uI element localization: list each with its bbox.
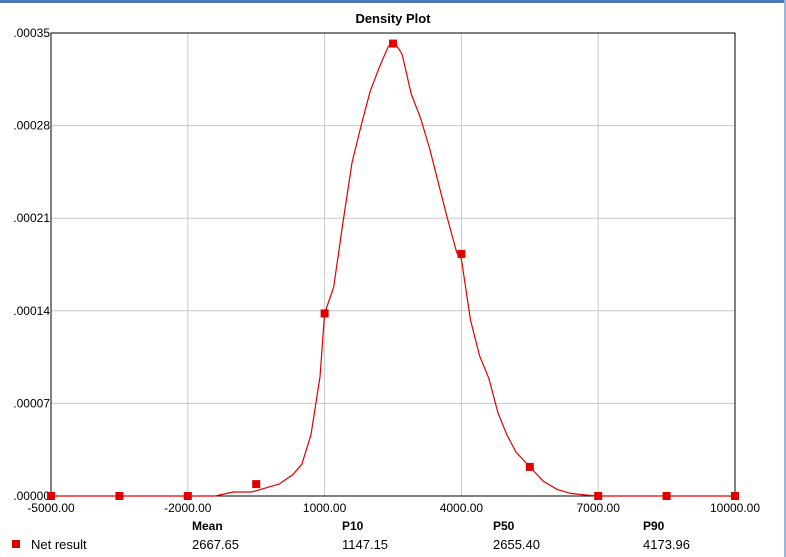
x-tick-label: -5000.00 bbox=[27, 501, 75, 515]
legend-series-name: Net result bbox=[31, 537, 87, 552]
data-point-marker bbox=[731, 492, 739, 500]
data-point-marker bbox=[183, 492, 192, 500]
statistics-table: Mean P10 P50 P90 Net result 2667.65 1147… bbox=[0, 519, 786, 557]
data-point-marker bbox=[525, 462, 534, 471]
x-axis-ticks: -5000.00 -2000.00 1000.00 4000.00 7000.00 100… bbox=[27, 501, 760, 515]
chart-title: Density Plot bbox=[355, 11, 431, 26]
y-tick-label: .00000 bbox=[13, 489, 50, 503]
plot-area-border bbox=[50, 32, 736, 497]
grid-lines bbox=[50, 32, 736, 497]
series-line-net-result bbox=[51, 42, 735, 497]
x-tick-label: 4000.00 bbox=[440, 501, 484, 515]
stat-header-p90: P90 bbox=[643, 519, 665, 533]
data-point-marker bbox=[389, 39, 397, 48]
stat-header-p50: P50 bbox=[493, 519, 515, 533]
stat-header-mean: Mean bbox=[192, 519, 223, 533]
data-point-marker bbox=[320, 309, 329, 318]
legend-marker bbox=[12, 540, 20, 548]
stat-p10-value: 1147.15 bbox=[342, 537, 389, 552]
series-markers bbox=[47, 39, 739, 500]
y-tick-label: .00028 bbox=[13, 119, 50, 133]
stat-header-p10: P10 bbox=[342, 519, 364, 533]
y-axis-ticks: .00000 .00007 .00014 .00021 .00028 .00035 bbox=[13, 26, 50, 503]
density-chart: .00000 .00007 .00014 .00021 .00028 .00035 -50… bbox=[13, 26, 760, 515]
data-point-marker bbox=[47, 492, 55, 500]
stat-mean-value: 2667.65 bbox=[192, 537, 239, 552]
stat-p50-value: 2655.40 bbox=[493, 537, 540, 552]
x-tick-label: -2000.00 bbox=[164, 501, 212, 515]
data-point-marker bbox=[115, 492, 124, 500]
x-tick-label: 7000.00 bbox=[577, 501, 621, 515]
data-point-marker bbox=[662, 492, 671, 500]
window-frame-top bbox=[0, 0, 786, 3]
y-tick-label: .00014 bbox=[13, 304, 50, 318]
y-tick-label: .00021 bbox=[13, 211, 50, 225]
window-frame-right bbox=[784, 0, 786, 557]
data-point-marker bbox=[594, 492, 603, 500]
y-tick-label: .00035 bbox=[13, 26, 50, 40]
x-tick-label: 1000.00 bbox=[303, 501, 347, 515]
y-tick-label: .00007 bbox=[13, 396, 50, 410]
data-point-marker bbox=[252, 480, 261, 489]
data-point-marker bbox=[457, 249, 466, 258]
stat-p90-value: 4173.96 bbox=[643, 537, 690, 552]
x-tick-label: 10000.00 bbox=[710, 501, 760, 515]
